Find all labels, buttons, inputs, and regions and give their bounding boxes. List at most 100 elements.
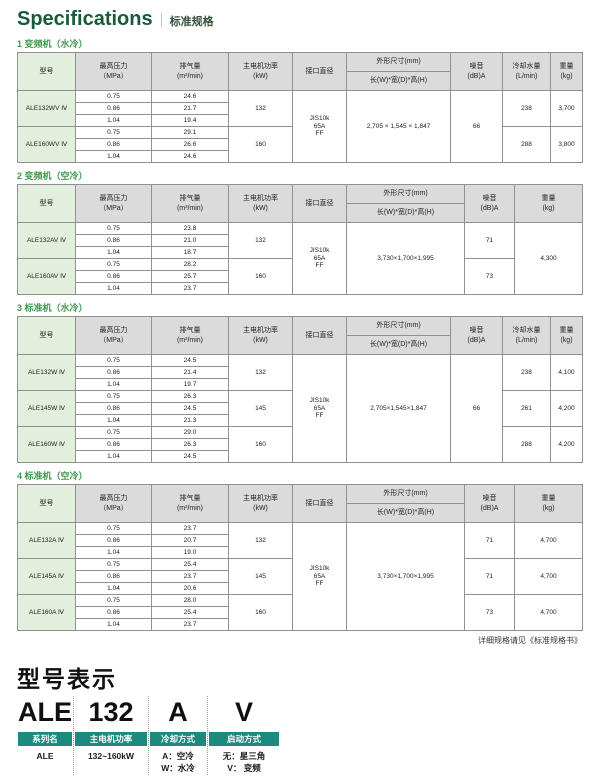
col-header-weight: 重量 (kg) — [514, 484, 583, 523]
displacement-cell: 24.5 — [151, 402, 229, 415]
displacement-cell: 24.5 — [151, 354, 229, 367]
weight-cell: 4,700 — [514, 594, 583, 631]
section-title-4: 4 标准机（空冷） — [17, 471, 88, 481]
model-code-segment-power: 132 主电机功率 132~160kW — [73, 696, 148, 776]
displacement-cell: 24.6 — [151, 90, 229, 103]
spec-tables-container: 1 变频机（水冷） 型号 最高压力 （MPa） 排气量 (m³/min) 主电机功率 (kW)… — [17, 37, 583, 631]
pressure-cell: 1.04 — [75, 246, 152, 259]
table-row: 0.86 21.0 — [18, 234, 583, 247]
col-header-model: 型号 — [17, 184, 76, 223]
pressure-cell: 0.75 — [75, 258, 152, 271]
dimensions-cell: 2,705×1,545×1,847 — [346, 354, 451, 463]
col-header-interface: 接口直径 — [292, 484, 347, 523]
noise-cell: 73 — [464, 594, 515, 631]
col-header-model: 型号 — [17, 52, 76, 91]
displacement-cell: 23.8 — [151, 222, 229, 235]
weight-cell: 4,700 — [514, 522, 583, 559]
weight-cell: 4,300 — [514, 222, 583, 295]
displacement-cell: 21.0 — [151, 234, 229, 247]
table-row: ALE160W Ⅳ 0.75 29.0 160 288 4,200 — [17, 426, 583, 463]
spec-table-4: 型号 最高压力 （MPa） 排气量 (m³/min) 主电机功率 (kW) 接口直径 外形尺寸(… — [17, 484, 583, 631]
power-cell: 132 — [228, 522, 293, 559]
model-cell: ALE145W Ⅳ — [17, 390, 76, 427]
col-header-motor-power: 主电机功率 (kW) — [228, 52, 293, 91]
displacement-cell: 21.3 — [151, 414, 229, 427]
col-header-weight: 重量 (kg) — [550, 316, 583, 355]
displacement-cell: 23.7 — [151, 282, 229, 295]
page-title: Specifications — [17, 8, 153, 30]
model-code-detail: 132~160kW — [87, 750, 135, 761]
power-cell: 160 — [228, 126, 293, 163]
page-subtitle: 标准规格 — [169, 16, 214, 28]
col-header-noise: 噪音 (dB)A — [450, 316, 503, 355]
col-header-noise: 噪音 (dB)A — [464, 184, 515, 223]
pressure-cell: 0.75 — [75, 354, 152, 367]
model-cell: ALE160A Ⅳ — [17, 594, 76, 631]
cooling-water-cell: 238 — [502, 354, 551, 391]
col-header-displacement: 排气量 (m³/min) — [151, 52, 229, 91]
pressure-cell: 0.75 — [75, 222, 152, 235]
noise-cell: 71 — [464, 222, 515, 259]
pressure-cell: 1.04 — [75, 150, 152, 163]
model-code-bar-power: 主电机功率 — [75, 731, 147, 746]
col-header-noise: 噪音 (dB)A — [450, 52, 503, 91]
noise-cell: 73 — [464, 258, 515, 295]
model-cell: ALE145A Ⅳ — [17, 558, 76, 595]
displacement-cell: 28.0 — [151, 594, 229, 607]
col-header-displacement: 排气量 (m³/min) — [151, 484, 229, 523]
pressure-cell: 1.04 — [75, 378, 152, 391]
table-row: 0.86 21.7 — [18, 102, 583, 115]
displacement-cell: 26.6 — [151, 138, 229, 151]
pressure-cell: 1.04 — [75, 450, 152, 463]
col-header-motor-power: 主电机功率 (kW) — [228, 184, 293, 223]
pressure-cell: 1.04 — [75, 618, 152, 631]
col-header-pressure: 最高压力 （MPa） — [75, 52, 152, 91]
power-cell: 132 — [228, 354, 293, 391]
pressure-cell: 0.75 — [75, 522, 152, 535]
pressure-cell: 0.86 — [75, 102, 152, 115]
table-row: 1.04 20.6 — [18, 582, 583, 595]
col-header-pressure: 最高压力 （MPa） — [75, 184, 152, 223]
col-header-interface: 接口直径 — [292, 316, 347, 355]
col-header-dimensions: 外形尺寸(mm) — [346, 484, 465, 504]
table-row: 0.86 25.4 — [18, 606, 583, 619]
pressure-cell: 1.04 — [75, 114, 152, 127]
cooling-water-cell: 238 — [502, 90, 551, 127]
interface-cell: JIS10k 65A FF — [292, 90, 347, 163]
noise-cell: 66 — [450, 90, 503, 163]
interface-cell: JIS10k 65A FF — [292, 354, 347, 463]
displacement-cell: 20.7 — [151, 534, 229, 547]
cooling-water-cell: 288 — [502, 426, 551, 463]
model-cell: ALE132A Ⅳ — [17, 522, 76, 559]
model-code-segment-cooling: A 冷却方式 A：空冷 W：水冷 — [148, 696, 207, 776]
model-code-grid: ALE 系列名 ALE 132 主电机功率 132~160kW A 冷却方式 A… — [17, 696, 583, 776]
col-header-pressure: 最高压力 （MPa） — [75, 484, 152, 523]
displacement-cell: 19.7 — [151, 378, 229, 391]
model-cell: ALE160W Ⅳ — [17, 426, 76, 463]
table-row: 1.04 23.7 — [18, 618, 583, 631]
pressure-cell: 1.04 — [75, 546, 152, 559]
table-row: ALE132W Ⅳ 0.75 24.5 132 JIS10k 65A FF 2,705×1,5… — [17, 354, 583, 463]
table-row: ALE160WV Ⅳ 0.75 29.1 160 288 3,800 — [17, 126, 583, 163]
displacement-cell: 23.7 — [151, 570, 229, 583]
col-header-cooling-water: 冷却水量 (L/min) — [502, 316, 551, 355]
power-cell: 145 — [228, 390, 293, 427]
displacement-cell: 18.7 — [151, 246, 229, 259]
table-row: ALE132A Ⅳ 0.75 23.7 132 JIS10k 65A FF 3,730×1,7… — [17, 522, 583, 631]
title-divider — [160, 12, 162, 27]
displacement-cell: 25.4 — [151, 558, 229, 571]
col-header-interface: 接口直径 — [292, 184, 347, 223]
displacement-cell: 26.3 — [151, 438, 229, 451]
col-header-dimensions: 外形尺寸(mm) — [346, 52, 451, 72]
model-code-segment-series: ALE 系列名 ALE — [17, 696, 73, 775]
col-header-displacement: 排气量 (m³/min) — [151, 316, 229, 355]
dimensions-cell: 2,705 × 1,545 × 1,847 — [346, 90, 451, 163]
pressure-cell: 0.86 — [75, 606, 152, 619]
col-header-dimensions: 外形尺寸(mm) — [346, 316, 451, 336]
table-row: ALE132AV Ⅳ 0.75 23.8 132 JIS10k 65A FF 3,730×1,… — [17, 222, 583, 295]
model-cell: ALE132AV Ⅳ — [17, 222, 76, 259]
section-title-2: 2 变频机（空冷） — [17, 171, 88, 181]
pressure-cell: 0.86 — [75, 402, 152, 415]
interface-cell: JIS10k 65A FF — [292, 522, 347, 631]
